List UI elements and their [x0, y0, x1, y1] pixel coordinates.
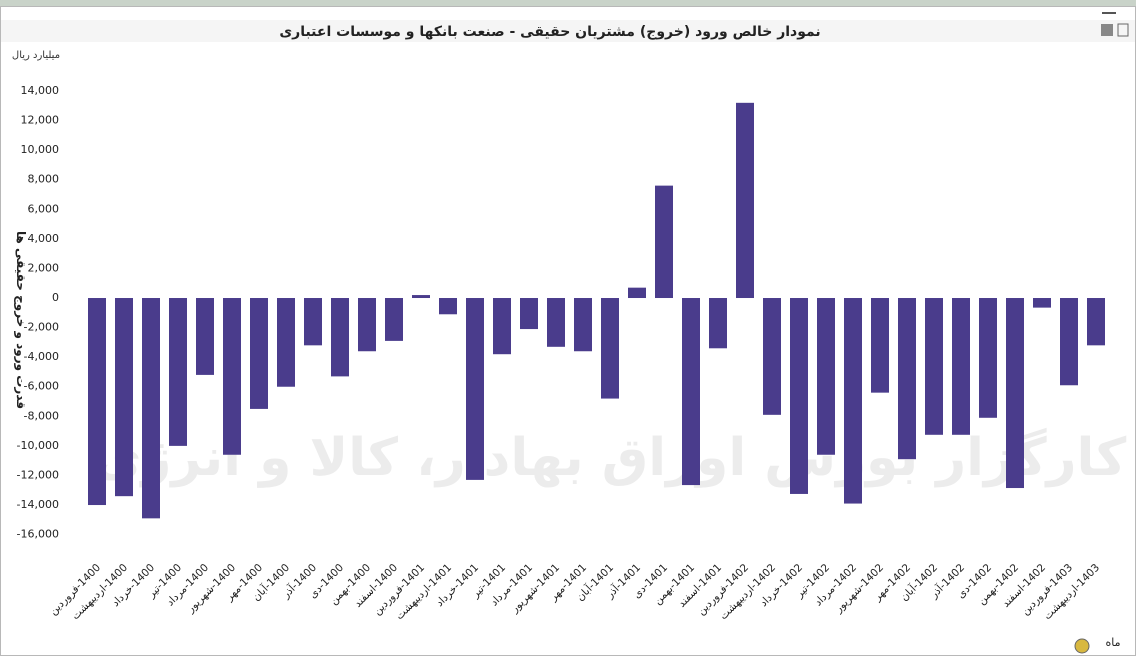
y-tick-label: -2,000: [24, 321, 59, 334]
bar: [142, 298, 160, 519]
bar: [601, 298, 619, 399]
bar: [1006, 298, 1024, 489]
bar: [88, 298, 106, 506]
bar: [439, 298, 457, 315]
y-tick-label: -14,000: [17, 498, 59, 511]
y-tick-label: 2,000: [28, 261, 60, 274]
bar: [763, 298, 781, 415]
y-tick-label: -16,000: [17, 528, 59, 541]
bar: [493, 298, 511, 355]
y-tick-label: -12,000: [17, 468, 59, 481]
bar: [520, 298, 538, 330]
x-axis-label: ماه: [1105, 636, 1120, 649]
bar: [331, 298, 349, 377]
bar: [1060, 298, 1078, 386]
bar: [115, 298, 133, 497]
y-tick-label: 8,000: [28, 173, 60, 186]
y-tick-label: -8,000: [24, 409, 59, 422]
window-frame: [0, 6, 1136, 656]
bar: [709, 298, 727, 349]
bar: [1033, 298, 1051, 308]
minimize-icon[interactable]: [1102, 12, 1116, 14]
y-tick-label: 10,000: [21, 143, 60, 156]
bar: [223, 298, 241, 455]
bar: [898, 298, 916, 460]
bar: [412, 295, 430, 299]
top-strip: [0, 0, 1136, 6]
bar: [358, 298, 376, 352]
y-tick-label: 12,000: [21, 114, 60, 127]
bar: [196, 298, 214, 375]
bar: [790, 298, 808, 494]
y-tick-label: -6,000: [24, 380, 59, 393]
bar: [871, 298, 889, 393]
bar: [655, 185, 673, 299]
bar: [952, 298, 970, 435]
unit-label: میلیارد ریال: [12, 50, 60, 61]
settings-icon[interactable]: [1074, 638, 1090, 654]
title-bar: [1, 20, 1135, 42]
bar: [817, 298, 835, 455]
export-icon[interactable]: [1117, 23, 1129, 37]
bar: [1087, 298, 1105, 346]
y-tick-label: 4,000: [28, 232, 60, 245]
print-icon[interactable]: [1101, 24, 1113, 36]
bar: [979, 298, 997, 418]
y-tick-label: -4,000: [24, 350, 59, 363]
bar: [304, 298, 322, 346]
bar: [844, 298, 862, 504]
bar: [682, 298, 700, 486]
y-tick-label: 14,000: [21, 84, 60, 97]
bar: [628, 287, 646, 299]
chart-title: نمودار خالص ورود (خروج) مشتریان حقیقی - …: [279, 24, 820, 40]
bar: [547, 298, 565, 347]
bar: [925, 298, 943, 435]
y-axis-label: قدرت ورود و خروج حقیقی ها: [13, 231, 28, 409]
bar: [250, 298, 268, 409]
watermark: کارگزار بورس اوراق بهادار، کالا و انرژی: [94, 427, 1127, 488]
y-tick-label: -10,000: [17, 439, 59, 452]
bar: [466, 298, 484, 480]
y-tick-label: 0: [52, 291, 59, 304]
bar: [169, 298, 187, 446]
bar: [574, 298, 592, 352]
y-tick-label: 6,000: [28, 202, 60, 215]
bar: [736, 102, 754, 299]
bar: [277, 298, 295, 387]
bar: [385, 298, 403, 341]
